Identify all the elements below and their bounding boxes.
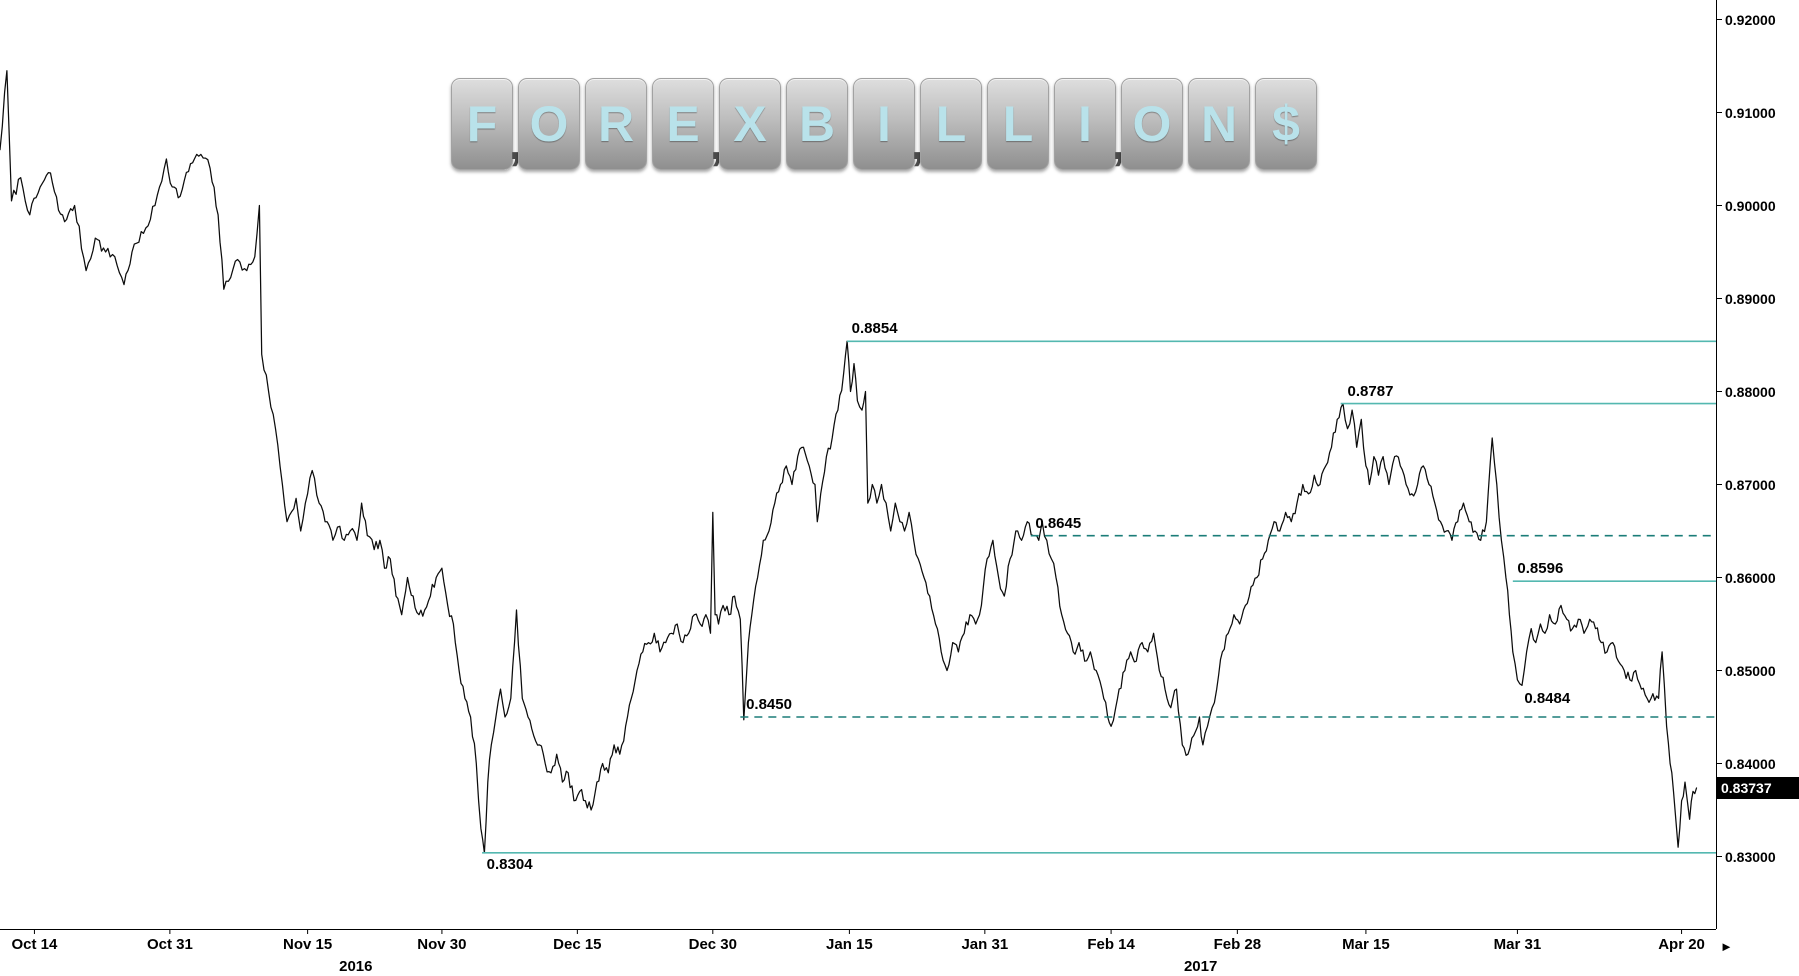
watermark-letter: N <box>1200 96 1238 152</box>
current-price-value: 0.83737 <box>1721 779 1772 796</box>
scroll-right-arrow-icon[interactable]: ► <box>1720 939 1733 954</box>
watermark-forexbillions: F, O R E, X B I, L L I, O N $ <box>451 78 1331 178</box>
watermark-letter: L <box>1002 96 1034 152</box>
watermark-letter: B <box>798 96 836 152</box>
watermark-key: X <box>719 78 781 170</box>
watermark-key: F <box>451 78 513 170</box>
watermark-key: L <box>987 78 1049 170</box>
watermark-key: I <box>1054 78 1116 170</box>
watermark-key: E <box>652 78 714 170</box>
price-line <box>0 70 1698 854</box>
watermark-letter: E <box>666 96 700 152</box>
watermark-letter: O <box>529 96 569 152</box>
watermark-key: I <box>853 78 915 170</box>
watermark-letter: L <box>935 96 967 152</box>
watermark-letter: F <box>466 96 498 152</box>
watermark-letter: O <box>1132 96 1172 152</box>
watermark-key: $ <box>1255 78 1317 170</box>
watermark-key: R <box>585 78 647 170</box>
current-price-badge: 0.83737 <box>1717 776 1799 799</box>
watermark-key: N <box>1188 78 1250 170</box>
watermark-letter: R <box>597 96 635 152</box>
watermark-letter: I <box>1078 96 1092 152</box>
watermark-key: O <box>1121 78 1183 170</box>
watermark-letter: $ <box>1272 96 1300 152</box>
watermark-key: B <box>786 78 848 170</box>
watermark-key: O <box>518 78 580 170</box>
watermark-letter: X <box>733 96 767 152</box>
watermark-key: L <box>920 78 982 170</box>
watermark-letter: I <box>877 96 891 152</box>
